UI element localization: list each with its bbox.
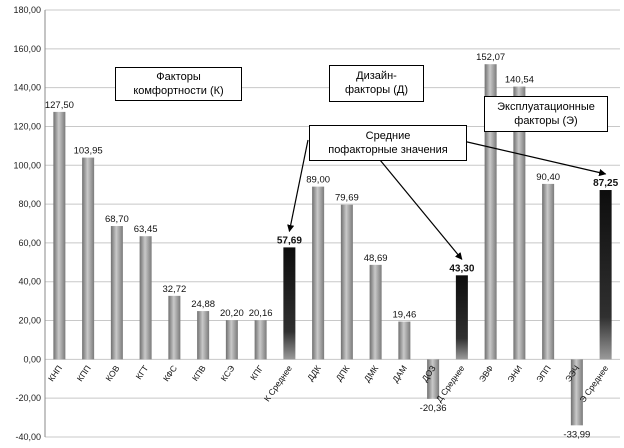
value-label: 79,69 bbox=[335, 193, 359, 204]
bar bbox=[254, 320, 267, 360]
category-label: КПГ bbox=[248, 363, 265, 382]
bar bbox=[542, 183, 555, 360]
bar bbox=[53, 111, 66, 360]
y-tick-label: -40,00 bbox=[15, 432, 41, 442]
bar bbox=[369, 264, 382, 360]
y-tick-label: 0,00 bbox=[23, 354, 41, 364]
bar bbox=[398, 321, 411, 360]
y-tick-label: 180,00 bbox=[13, 5, 41, 15]
value-labels: 127,50 103,95 68,70 63,45 32,72 24,88 20,20 20,… bbox=[45, 52, 619, 440]
bar bbox=[110, 226, 123, 360]
category-label: КГТ bbox=[134, 363, 151, 381]
operation-factors-line1: Эксплуатационные bbox=[497, 101, 595, 113]
bar bbox=[197, 311, 210, 360]
averages-line2: пофакторные значения bbox=[328, 144, 448, 156]
y-tick-label: 40,00 bbox=[18, 277, 41, 287]
value-label: 140,54 bbox=[505, 75, 534, 86]
bar bbox=[427, 359, 440, 399]
bar bbox=[340, 204, 353, 360]
average-bar bbox=[455, 275, 468, 360]
value-label: 90,40 bbox=[536, 172, 560, 183]
category-label: КНП bbox=[46, 363, 64, 383]
category-label: КПВ bbox=[190, 363, 208, 383]
category-label: ДПК bbox=[334, 363, 352, 383]
value-label: 43,30 bbox=[449, 263, 474, 274]
averages-box: Средние пофакторные значения bbox=[309, 125, 467, 161]
value-label: 103,95 bbox=[74, 146, 103, 157]
value-label: 63,45 bbox=[134, 224, 158, 235]
averages-line1: Средние bbox=[365, 130, 411, 142]
design-factors-line1: Дизайн- bbox=[356, 70, 397, 82]
operation-factors-box: Эксплуатационные факторы (Э) bbox=[484, 96, 608, 132]
category-label: ДАМ bbox=[390, 363, 409, 384]
comfort-factors-line1: Факторы bbox=[156, 71, 201, 83]
bar bbox=[484, 64, 497, 360]
design-factors-line2: факторы (Д) bbox=[345, 84, 408, 96]
annotation-arrow bbox=[449, 137, 607, 177]
average-bar bbox=[599, 190, 612, 360]
y-tick-label: 80,00 bbox=[18, 199, 41, 209]
value-label: -20,36 bbox=[420, 403, 447, 414]
value-label: 57,69 bbox=[277, 235, 302, 246]
category-label: КСЭ bbox=[219, 363, 237, 383]
value-label: 87,25 bbox=[593, 178, 618, 189]
value-label: -33,99 bbox=[563, 429, 590, 440]
design-factors-box: Дизайн- факторы (Д) bbox=[329, 65, 424, 102]
value-label: 19,46 bbox=[392, 310, 416, 321]
y-tick-label: 160,00 bbox=[13, 44, 41, 54]
category-label: ДМК bbox=[362, 363, 380, 383]
bar bbox=[82, 157, 95, 360]
category-label: ЭПП bbox=[534, 363, 553, 384]
annotation-arrow bbox=[287, 139, 309, 233]
category-label: КОВ bbox=[103, 363, 121, 383]
y-tick-label: 120,00 bbox=[13, 121, 41, 131]
value-label: 152,07 bbox=[476, 52, 505, 63]
annotation-arrows bbox=[287, 137, 607, 260]
value-label: 20,20 bbox=[220, 308, 244, 319]
value-label: 68,70 bbox=[105, 214, 129, 225]
value-label: 32,72 bbox=[162, 284, 186, 295]
comfort-factors-line2: комфортности (К) bbox=[133, 85, 224, 97]
bar bbox=[139, 236, 152, 360]
annotation-arrow bbox=[379, 159, 463, 260]
category-label: КФС bbox=[161, 363, 179, 383]
value-label: 20,16 bbox=[249, 308, 273, 319]
bar bbox=[312, 186, 325, 360]
operation-factors-line2: факторы (Э) bbox=[514, 115, 578, 127]
y-tick-label: 140,00 bbox=[13, 83, 41, 93]
category-label: ЭВФ bbox=[477, 363, 495, 383]
average-bar bbox=[283, 247, 296, 360]
category-label: ЭНИ bbox=[505, 363, 524, 384]
bar bbox=[225, 320, 238, 360]
y-axis: -40,00 -20,00 0,00 20,00 40,00 60,00 80,00 100,… bbox=[13, 5, 46, 442]
y-tick-label: 60,00 bbox=[18, 238, 41, 248]
value-label: 89,00 bbox=[306, 175, 330, 186]
bar bbox=[168, 295, 181, 360]
category-label: К Среднее bbox=[262, 363, 294, 403]
value-label: 24,88 bbox=[191, 299, 215, 310]
bar bbox=[570, 359, 583, 426]
y-tick-label: -20,00 bbox=[15, 393, 41, 403]
y-tick-label: 20,00 bbox=[18, 316, 41, 326]
value-label: 48,69 bbox=[364, 253, 388, 264]
value-label: 127,50 bbox=[45, 100, 74, 111]
category-label: ДДК bbox=[305, 363, 323, 382]
y-tick-label: 100,00 bbox=[13, 160, 41, 170]
bars bbox=[53, 64, 612, 426]
comfort-factors-box: Факторы комфортности (К) bbox=[115, 67, 242, 101]
category-label: КПП bbox=[75, 363, 93, 383]
